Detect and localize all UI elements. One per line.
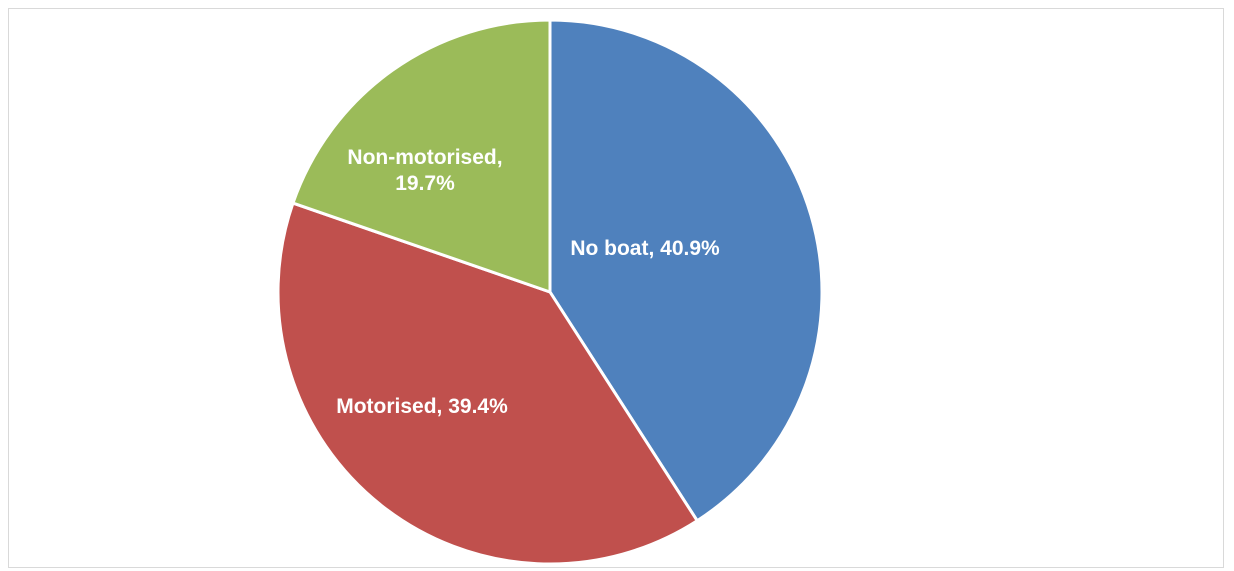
- slice-label-no-boat: No boat, 40.9%: [570, 237, 720, 260]
- pie-slice-non-motorised: [291, 18, 552, 294]
- slice-label-motorised: Motorised, 39.4%: [336, 395, 508, 418]
- pie-slice-motorised: [276, 201, 699, 566]
- slice-label-non-motorised: Non-motorised, 19.7%: [347, 146, 502, 195]
